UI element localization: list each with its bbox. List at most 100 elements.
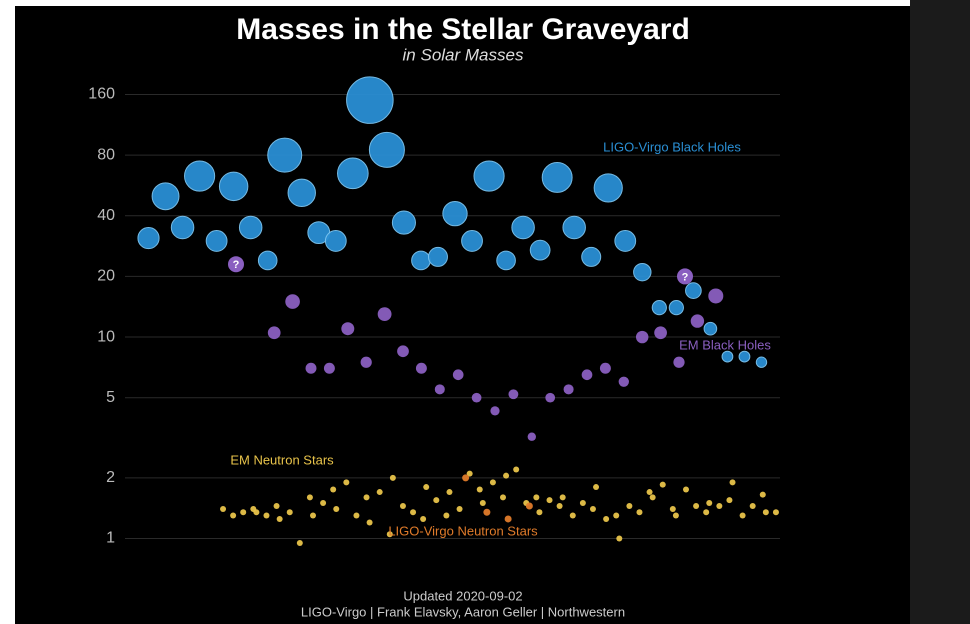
data-point [320, 500, 327, 507]
data-point [433, 497, 440, 504]
data-point [651, 300, 667, 316]
data-point [479, 500, 486, 507]
data-point [305, 362, 317, 374]
series-label: EM Black Holes [679, 337, 771, 352]
annotation-marker [677, 268, 693, 285]
data-point [363, 494, 370, 501]
data-point [541, 161, 573, 193]
data-point [434, 384, 445, 395]
data-point [276, 515, 283, 522]
data-point [599, 362, 611, 374]
data-point [377, 307, 392, 322]
data-point [410, 509, 417, 516]
data-point [366, 519, 373, 526]
data-point [593, 173, 623, 203]
y-tick-label: 2 [106, 469, 115, 486]
data-point [635, 330, 649, 344]
data-point [324, 230, 347, 252]
chart-subtitle: in Solar Masses [403, 45, 524, 64]
data-point [633, 262, 652, 282]
data-point [323, 362, 335, 374]
data-point [151, 182, 180, 211]
annotation-marker [228, 256, 244, 273]
data-point [589, 506, 596, 513]
data-point [446, 489, 453, 496]
data-point [360, 356, 372, 368]
data-point [240, 509, 247, 516]
data-point [205, 230, 228, 252]
data-point [273, 502, 280, 509]
data-point [423, 484, 430, 491]
data-point [673, 356, 685, 368]
data-point [386, 531, 393, 538]
series-label: EM Neutron Stars [230, 452, 334, 467]
data-point [483, 508, 491, 516]
data-point [263, 512, 270, 519]
data-point [749, 502, 756, 509]
data-point [579, 500, 586, 507]
data-point [759, 491, 766, 498]
data-point [525, 502, 533, 510]
data-point [218, 171, 249, 202]
data-point [739, 512, 746, 519]
data-point [772, 509, 779, 516]
data-point [267, 137, 303, 173]
data-point [721, 350, 734, 363]
data-point [603, 515, 610, 522]
data-point [296, 539, 303, 546]
data-point [137, 227, 160, 250]
data-point [703, 321, 718, 336]
footer: LIGO-Virgo | Frank Elavsky, Aaron Geller… [301, 604, 625, 619]
data-point [376, 489, 383, 496]
data-point [456, 506, 463, 513]
data-point [333, 506, 340, 513]
data-point [503, 472, 510, 479]
data-point [346, 76, 394, 124]
y-tick-label: 10 [97, 328, 115, 345]
data-point [646, 489, 653, 496]
data-point [397, 345, 409, 358]
data-point [581, 369, 593, 381]
data-point [708, 288, 724, 304]
data-point [443, 512, 450, 519]
data-point [614, 230, 637, 252]
data-point [659, 481, 666, 488]
data-point [343, 479, 350, 486]
data-point [529, 239, 551, 261]
data-point [613, 512, 620, 519]
data-point [238, 215, 263, 240]
data-point [230, 512, 237, 519]
data-point [253, 509, 260, 516]
data-point [420, 515, 427, 522]
data-point [337, 157, 369, 190]
data-point [471, 392, 482, 403]
data-point [476, 486, 483, 493]
series-label: LIGO-Virgo Black Holes [603, 139, 741, 154]
data-point [729, 479, 736, 486]
data-point [399, 502, 406, 509]
side-panel [910, 0, 970, 624]
chart-title: Masses in the Stellar Graveyard [236, 13, 690, 46]
data-point [170, 215, 195, 240]
data-point [391, 210, 416, 235]
data-point [654, 326, 667, 340]
footer: Updated 2020-09-02 [403, 588, 522, 603]
data-point [513, 466, 520, 473]
data-point [310, 512, 316, 519]
data-point [527, 432, 536, 441]
data-point [490, 406, 500, 416]
data-point [368, 131, 405, 168]
data-point [726, 497, 733, 504]
data-point [559, 494, 566, 501]
data-point [306, 494, 313, 501]
data-point [452, 369, 464, 381]
data-point [500, 494, 506, 501]
data-point [353, 512, 360, 519]
data-point [267, 326, 281, 340]
data-point [685, 282, 702, 299]
data-point [618, 376, 629, 387]
data-point [442, 200, 468, 227]
data-point [511, 215, 535, 240]
data-point [683, 486, 689, 493]
